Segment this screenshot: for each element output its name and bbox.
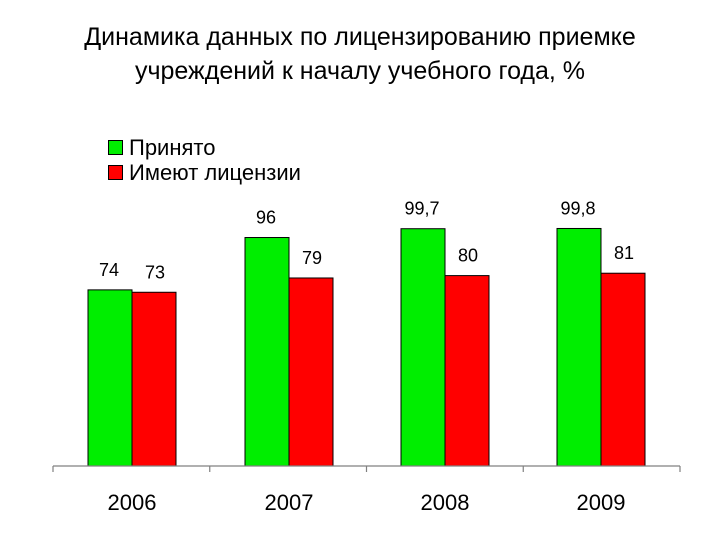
legend-item-licensed: Имеют лицензии <box>108 160 301 185</box>
bar-licensed-2008 <box>444 275 490 467</box>
data-label-accepted-2006: 74 <box>99 260 119 280</box>
legend-swatch-licensed <box>108 165 123 180</box>
bar-licensed-2007 <box>288 277 334 467</box>
bar-accepted-2008 <box>400 228 446 467</box>
data-label-licensed-2007: 79 <box>302 248 322 268</box>
data-label-licensed-2009: 81 <box>614 243 634 263</box>
data-label-accepted-2007: 96 <box>256 208 276 228</box>
bar-licensed-2009 <box>600 272 646 467</box>
x-tick-label-2009: 2009 <box>577 490 626 515</box>
data-label-accepted-2009: 99,8 <box>560 198 595 218</box>
data-label-licensed-2006: 73 <box>145 262 165 282</box>
legend-item-accepted: Принято <box>108 135 301 160</box>
x-tick-label-2007: 2007 <box>265 490 314 515</box>
bar-accepted-2007 <box>244 237 290 467</box>
data-label-licensed-2008: 80 <box>458 246 478 266</box>
x-tick-label-2008: 2008 <box>421 490 470 515</box>
chart-title-line-1: Динамика данных по лицензированию приемк… <box>84 23 636 51</box>
chart-title-line-2: учреждений к началу учебного года, % <box>134 57 586 85</box>
x-tick-label-2006: 2006 <box>108 490 157 515</box>
chart-title: Динамика данных по лицензированию приемк… <box>0 20 720 88</box>
chart-legend: Принято Имеют лицензии <box>108 135 301 185</box>
bar-accepted-2006 <box>87 289 133 467</box>
legend-label-accepted: Принято <box>129 135 216 160</box>
legend-swatch-accepted <box>108 140 123 155</box>
bar-accepted-2009 <box>556 227 602 467</box>
legend-label-licensed: Имеют лицензии <box>129 160 301 185</box>
data-label-accepted-2008: 99,7 <box>404 199 439 219</box>
bar-licensed-2006 <box>131 291 177 467</box>
